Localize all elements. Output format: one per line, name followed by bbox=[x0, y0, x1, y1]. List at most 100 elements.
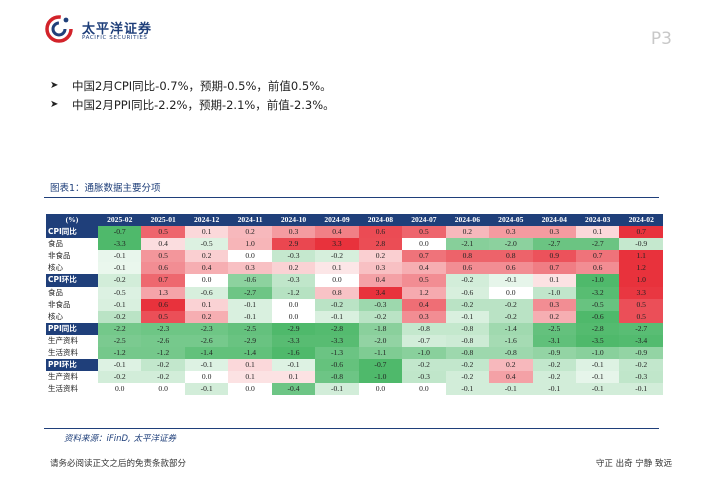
table-cell: -0.1 bbox=[489, 274, 533, 287]
table-cell: 1.3 bbox=[141, 286, 185, 299]
table-cell: 1.1 bbox=[619, 250, 663, 263]
table-cell: -0.2 bbox=[141, 359, 185, 372]
table-cell: 0.0 bbox=[358, 383, 403, 396]
page-number: P3 bbox=[650, 29, 672, 49]
table-cell: 0.6 bbox=[445, 262, 490, 275]
table-cell: -2.9 bbox=[228, 334, 272, 348]
table-cell: -0.1 bbox=[228, 298, 272, 311]
table-cell: -0.1 bbox=[489, 383, 533, 396]
table-cell: -1.2 bbox=[271, 286, 316, 299]
arrow-bullet-icon: ➤ bbox=[50, 99, 59, 110]
table-cell: 1.2 bbox=[619, 262, 663, 275]
table-cell: -0.3 bbox=[402, 371, 446, 384]
table-cell: -0.3 bbox=[271, 250, 316, 263]
table-cell: -0.2 bbox=[98, 371, 142, 384]
table-cell: 3.4 bbox=[358, 286, 403, 299]
table-cell: -0.6 bbox=[228, 274, 272, 287]
table-cell: -0.1 bbox=[445, 310, 490, 323]
table-cell: -1.1 bbox=[358, 347, 403, 360]
table-column-header: 2024-05 bbox=[489, 214, 533, 227]
table-cell: -0.2 bbox=[141, 371, 185, 384]
table-header-row: (%) 2025-02 2025-01 2024-12 2024-11 2024-10 2… bbox=[46, 214, 663, 227]
table-cell: 0.5 bbox=[619, 298, 663, 311]
table-column-header: 2024-07 bbox=[402, 214, 446, 227]
table-cell: 0.1 bbox=[575, 226, 620, 239]
table-cell: -1.0 bbox=[402, 347, 446, 360]
table-cell: -0.6 bbox=[184, 286, 229, 299]
table-cell: -2.3 bbox=[141, 322, 185, 335]
table-cell: -3.4 bbox=[619, 334, 663, 348]
row-label: PPI环比 bbox=[46, 359, 98, 372]
table-row: PPI同比 -2.2 -2.3 -2.3 -2.5 -2.9 -2.8 -1.8 -0.8 -0.… bbox=[46, 322, 663, 335]
table-cell: -0.1 bbox=[228, 310, 272, 323]
table-cell: -3.3 bbox=[271, 334, 316, 348]
table-row: 核心 -0.2 0.5 0.2 -0.1 0.0 -0.1 -0.2 0.3 -0.1 -0.2 0.… bbox=[46, 310, 663, 323]
table-cell: 0.7 bbox=[575, 250, 620, 263]
table-cell: 0.7 bbox=[532, 262, 576, 275]
table-row: 生活资料 0.0 0.0 -0.1 0.0 -0.4 -0.1 0.0 0.0 -0.1 -0.1-… bbox=[46, 383, 663, 396]
table-cell: -2.7 bbox=[575, 238, 620, 251]
brand-name-cn: 太平洋证券 bbox=[82, 22, 153, 37]
table-cell: -0.8 bbox=[402, 322, 446, 335]
table-cell: 0.2 bbox=[489, 359, 533, 372]
table-cell: -2.0 bbox=[489, 238, 533, 251]
table-cell: 0.3 bbox=[532, 298, 576, 311]
table-cell: 0.5 bbox=[141, 310, 185, 323]
table-cell: -3.5 bbox=[575, 334, 620, 348]
table-cell: 0.4 bbox=[489, 371, 533, 384]
table-cell: -2.8 bbox=[315, 322, 359, 335]
row-label: CPI同比 bbox=[46, 226, 98, 239]
table-cell: 0.4 bbox=[402, 262, 446, 275]
table-cell: -0.7 bbox=[98, 226, 142, 239]
table-cell: -0.2 bbox=[445, 274, 490, 287]
table-cell: -0.1 bbox=[575, 359, 620, 372]
table-corner-label: (%) bbox=[46, 214, 98, 227]
table-cell: 0.1 bbox=[228, 371, 272, 384]
table-cell: 3.3 bbox=[315, 238, 359, 251]
figure-source: 资料来源：iFinD, 太平洋证券 bbox=[64, 434, 176, 444]
footer-motto: 守正 出奇 宁静 致远 bbox=[595, 459, 672, 469]
table-cell: -0.3 bbox=[619, 371, 663, 384]
table-cell: 0.6 bbox=[358, 226, 403, 239]
table-cell: -0.7 bbox=[358, 359, 403, 372]
table-cell: 0.0 bbox=[489, 286, 533, 299]
table-cell: 0.1 bbox=[315, 262, 359, 275]
table-cell: 0.3 bbox=[228, 262, 272, 275]
key-point: ➤ 中国2月CPI同比-0.7%，预期-0.5%，前值0.5%。 bbox=[50, 76, 335, 95]
table-cell: -2.2 bbox=[98, 322, 142, 335]
row-label: CPI环比 bbox=[46, 274, 98, 287]
table-cell: -1.6 bbox=[489, 334, 533, 348]
table-cell: 0.2 bbox=[184, 310, 229, 323]
table-cell: -1.4 bbox=[489, 322, 533, 335]
table-cell: -0.1 bbox=[98, 250, 142, 263]
table-cell: -0.6 bbox=[445, 286, 490, 299]
table-cell: 0.5 bbox=[141, 226, 185, 239]
table-cell: 0.1 bbox=[184, 226, 229, 239]
table-cell: 0.7 bbox=[402, 250, 446, 263]
table-cell: 0.1 bbox=[271, 371, 316, 384]
table-cell: 1.2 bbox=[402, 286, 446, 299]
table-cell: -0.1 bbox=[532, 383, 576, 396]
table-cell: -0.1 bbox=[98, 298, 142, 311]
table-cell: -3.3 bbox=[315, 334, 359, 348]
table-cell: -0.1 bbox=[184, 383, 229, 396]
table-cell: 0.5 bbox=[141, 250, 185, 263]
table-column-header: 2024-02 bbox=[619, 214, 663, 227]
table-cell: -0.3 bbox=[271, 274, 316, 287]
figure-title: 图表1：通胀数据主要分项 bbox=[50, 183, 161, 194]
table-cell: -2.8 bbox=[575, 322, 620, 335]
table-cell: -1.0 bbox=[575, 347, 620, 360]
table-cell: 0.2 bbox=[532, 310, 576, 323]
table-cell: -0.1 bbox=[619, 383, 663, 396]
table-row: 非食品 -0.1 0.6 0.1 -0.1 0.0 -0.2 -0.3 0.4 -0.2 -0.2 0… bbox=[46, 298, 663, 311]
table-cell: -1.0 bbox=[358, 371, 403, 384]
row-label: 核心 bbox=[48, 311, 63, 321]
table-row: 食品 -0.5 1.3 -0.6 -2.7 -1.2 0.8 3.4 1.2 -0.6 0.0 -1.… bbox=[46, 286, 663, 299]
table-cell: 0.0 bbox=[228, 383, 272, 396]
table-cell: -0.8 bbox=[445, 334, 490, 348]
table-cell: 0.4 bbox=[402, 298, 446, 311]
table-cell: -2.5 bbox=[98, 334, 142, 348]
table-cell: 1.0 bbox=[228, 238, 272, 251]
table-cell: 0.2 bbox=[228, 226, 272, 239]
row-label: 非食品 bbox=[48, 299, 71, 309]
